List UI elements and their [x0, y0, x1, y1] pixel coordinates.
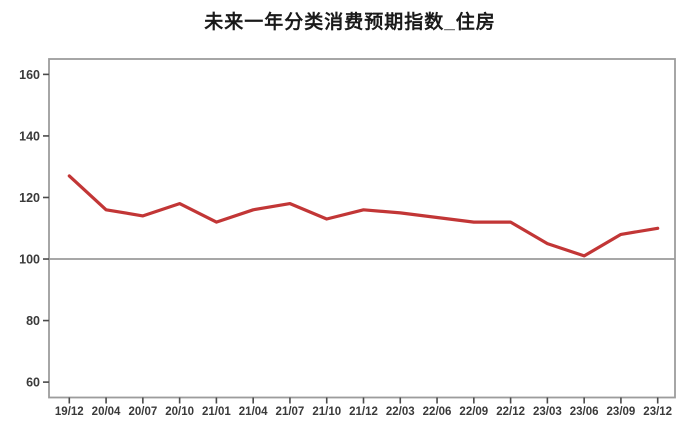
x-axis-tick-label: 21/04: [239, 406, 268, 418]
y-axis-tick-label: 80: [26, 314, 40, 328]
x-axis-tick-label: 21/07: [276, 406, 305, 418]
x-axis-tick-label: 23/06: [570, 406, 599, 418]
y-axis-tick-label: 100: [19, 252, 40, 266]
y-axis-tick-label: 160: [19, 68, 40, 82]
chart-title: 未来一年分类消费预期指数_住房: [204, 12, 496, 33]
x-axis-tick-label: 22/12: [496, 406, 525, 418]
x-axis-tick-label: 21/01: [202, 406, 231, 418]
x-axis-tick-label: 21/12: [349, 406, 378, 418]
x-axis-tick-label: 22/09: [459, 406, 488, 418]
x-axis-tick-label: 21/10: [312, 406, 341, 418]
x-axis-tick-label: 23/12: [643, 406, 672, 418]
x-axis-tick-label: 22/06: [423, 406, 452, 418]
x-axis-tick-label: 22/03: [386, 406, 415, 418]
x-axis-tick-label: 19/12: [55, 406, 84, 418]
y-axis-tick-label: 60: [26, 375, 40, 389]
plot-border: [48, 58, 676, 399]
housing-index-line: [67, 174, 660, 258]
x-axis-tick-label: 23/09: [607, 406, 636, 418]
x-axis-tick-label: 23/03: [533, 406, 562, 418]
y-axis-tick-label: 120: [19, 191, 40, 205]
x-axis-tick-label: 20/10: [165, 406, 194, 418]
x-axis-tick-label: 20/07: [128, 406, 157, 418]
x-axis-tick-label: 20/04: [92, 406, 121, 418]
y-axis-tick-label: 140: [19, 129, 40, 143]
